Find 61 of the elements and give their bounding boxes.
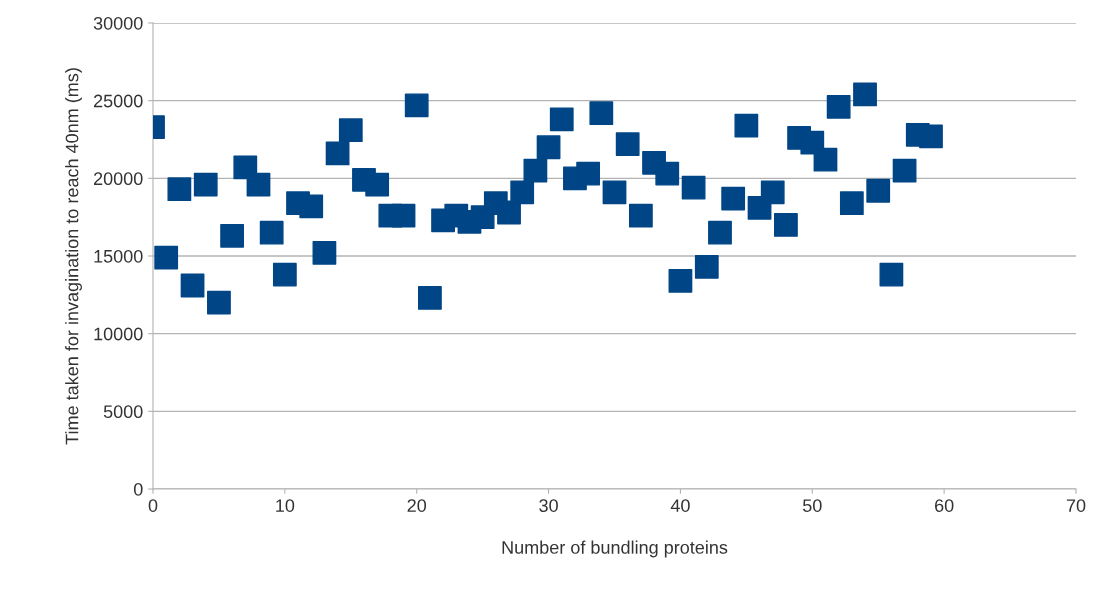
point xyxy=(510,180,535,205)
point xyxy=(866,178,891,203)
point xyxy=(497,200,521,225)
x-tick-label: 20 xyxy=(407,499,427,512)
point xyxy=(167,177,192,202)
point xyxy=(404,93,429,118)
point xyxy=(892,158,917,183)
point xyxy=(589,101,614,125)
x-tick-label: 60 xyxy=(935,499,954,512)
point xyxy=(708,220,732,245)
point xyxy=(879,262,904,287)
point xyxy=(721,186,746,211)
point xyxy=(602,180,627,205)
y-axis-title: Time taken for invagination to reach 40nm (ms) xyxy=(65,68,82,445)
point xyxy=(207,290,231,315)
y-tick-label: 25000 xyxy=(93,94,143,108)
point xyxy=(312,241,337,265)
point xyxy=(338,118,363,143)
point xyxy=(299,194,324,219)
point xyxy=(365,172,390,197)
point xyxy=(154,245,179,270)
y-tick-label: 30000 xyxy=(93,16,143,30)
point xyxy=(193,172,218,197)
point xyxy=(272,262,297,287)
y-tick-label: 20000 xyxy=(93,172,143,186)
x-tick-label: 10 xyxy=(276,499,295,512)
point xyxy=(628,203,653,228)
point xyxy=(839,191,864,216)
x-tick-label: 40 xyxy=(670,499,690,512)
point xyxy=(576,161,601,186)
point xyxy=(826,94,851,119)
x-tick-label: 50 xyxy=(802,499,822,512)
y-tick-label: 0 xyxy=(133,482,143,496)
point xyxy=(246,172,271,197)
point xyxy=(549,107,574,132)
x-tick-label: 70 xyxy=(1066,499,1086,512)
point xyxy=(418,286,442,310)
y-tick-label: 15000 xyxy=(94,249,143,263)
point xyxy=(615,132,640,157)
point xyxy=(655,161,680,186)
point xyxy=(259,220,284,245)
x-tick-label: 0 xyxy=(148,499,158,512)
point xyxy=(734,113,759,138)
point xyxy=(325,141,350,166)
point xyxy=(536,135,561,160)
x-tick-label: 30 xyxy=(539,499,558,512)
point xyxy=(391,203,416,228)
point xyxy=(919,124,943,149)
point xyxy=(523,158,548,183)
point xyxy=(774,213,798,237)
point xyxy=(760,180,785,205)
y-tick-label: 10000 xyxy=(94,327,143,341)
y-tick-label: 5000 xyxy=(103,405,143,419)
x-axis-title: Number of bundling proteins xyxy=(502,540,728,558)
point xyxy=(694,254,719,279)
point xyxy=(668,268,693,293)
point xyxy=(180,273,205,298)
point xyxy=(681,175,706,200)
point xyxy=(220,223,245,248)
point xyxy=(813,147,838,172)
point xyxy=(853,82,877,107)
